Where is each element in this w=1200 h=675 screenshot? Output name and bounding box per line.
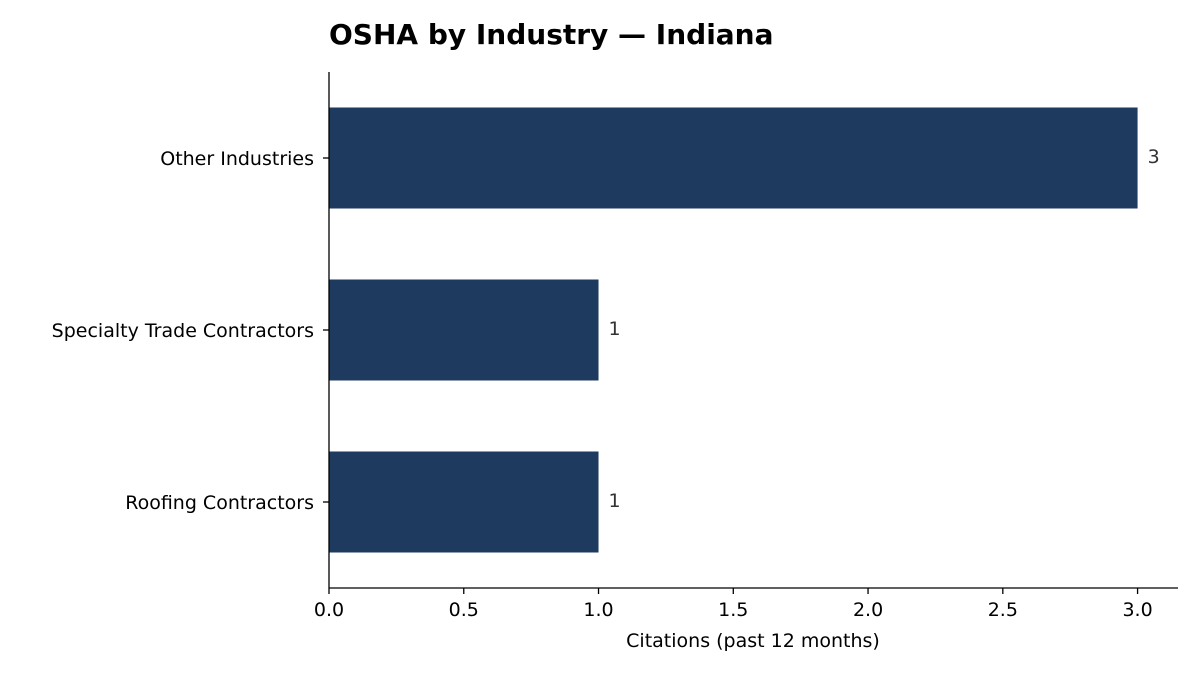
- data-label: 1: [609, 318, 621, 340]
- x-tick-label: 0.5: [449, 599, 479, 621]
- bars-layer: [329, 107, 1138, 553]
- x-tick-label: 1.0: [583, 599, 613, 621]
- data-label: 3: [1148, 146, 1160, 168]
- x-tick-label: 3.0: [1122, 599, 1152, 621]
- data-label: 1: [609, 490, 621, 512]
- bar: [329, 107, 1138, 209]
- y-tick-label: Other Industries: [160, 148, 314, 170]
- x-axis: 0.0 0.5 1.0 1.5 2.0 2.5 3.0: [314, 587, 1178, 621]
- chart-title: OSHA by Industry — Indiana: [329, 18, 774, 51]
- y-tick-label: Specialty Trade Contractors: [52, 320, 314, 342]
- bar: [329, 279, 599, 381]
- data-labels-layer: 3 1 1: [609, 146, 1160, 512]
- x-tick-label: 2.0: [853, 599, 883, 621]
- x-tick-label: 1.5: [718, 599, 748, 621]
- x-tick-label: 0.0: [314, 599, 344, 621]
- bar: [329, 451, 599, 553]
- x-tick-label: 2.5: [988, 599, 1018, 621]
- y-axis: Other Industries Specialty Trade Contract…: [52, 72, 330, 588]
- x-axis-label: Citations (past 12 months): [626, 630, 880, 652]
- y-tick-label: Roofing Contractors: [125, 492, 314, 514]
